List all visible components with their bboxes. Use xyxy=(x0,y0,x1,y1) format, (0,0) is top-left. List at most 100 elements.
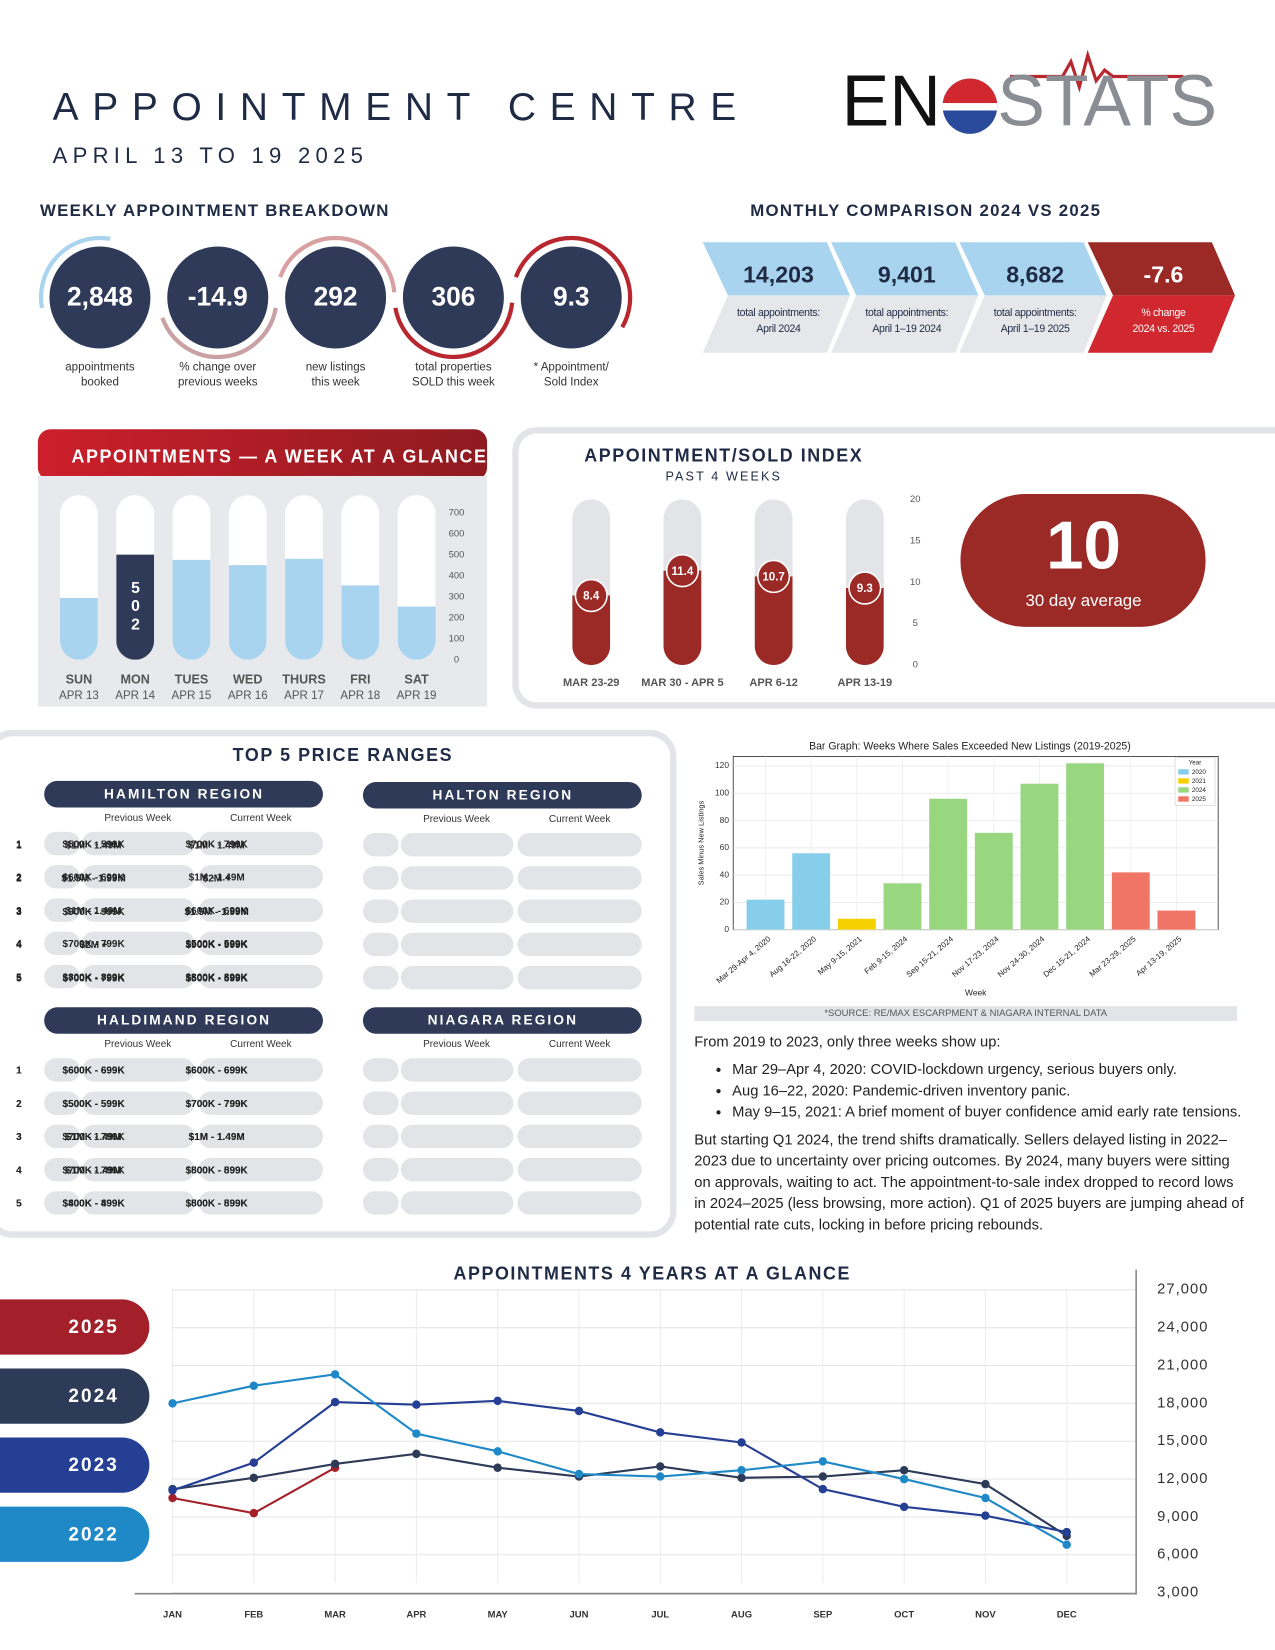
logo-right: STATS xyxy=(997,61,1217,141)
cell-pill xyxy=(517,1191,642,1215)
column-header: Current Week xyxy=(549,1039,611,1050)
y-tick-label: 80 xyxy=(720,815,730,825)
rank: 3 xyxy=(16,906,22,917)
section-title: WEEKLY APPOINTMENT BREAKDOWN xyxy=(40,201,390,220)
x-tick-label: Mar 29-Apr 4, 2020 xyxy=(715,934,773,985)
circle-arc xyxy=(38,235,111,309)
chevron-bottom xyxy=(959,295,1107,353)
bar-value-label: 9.3 xyxy=(857,582,874,595)
x-tick-label: May 9-15, 2021 xyxy=(816,934,864,977)
cell-pill xyxy=(198,898,323,922)
price-range: $600K - 699K xyxy=(186,1066,249,1077)
y-tick-label: 700 xyxy=(449,508,465,519)
x-tick-label: FRI xyxy=(350,672,370,686)
cell-pill xyxy=(362,965,399,990)
series-point xyxy=(493,1447,502,1456)
comparison-label: 2024 vs. 2025 xyxy=(1133,323,1195,335)
y-tick-label: 0 xyxy=(454,654,459,665)
legend-swatch xyxy=(1178,778,1189,784)
cell-pill xyxy=(517,832,642,857)
y-tick-label: 120 xyxy=(715,760,729,770)
legend-pill xyxy=(0,1299,150,1355)
cell-pill xyxy=(198,931,323,956)
x-tick-label: SEP xyxy=(813,1609,833,1620)
region-name: HALDIMAND REGION xyxy=(97,1013,271,1028)
y-axis-label: Sales Minus New Listings xyxy=(697,800,706,885)
series-point xyxy=(412,1429,421,1438)
region-header xyxy=(362,781,642,809)
x-tick-label: Dec 15-21, 2024 xyxy=(1042,934,1093,979)
stat-label: new listings xyxy=(306,361,366,374)
series-point xyxy=(737,1438,746,1447)
chart-title: APPOINTMENTS 4 YEARS AT A GLANCE xyxy=(453,1264,851,1284)
callout xyxy=(960,494,1206,627)
x-tick-label: MON xyxy=(120,672,149,686)
column-header: Previous Week xyxy=(104,813,172,824)
series-point xyxy=(981,1493,990,1503)
rank: 5 xyxy=(16,1199,22,1210)
price-range: $1.5M - 1.99M xyxy=(185,907,249,918)
price-range: $700K - 799K xyxy=(186,839,249,850)
section-title: TOP 5 PRICE RANGES xyxy=(233,745,454,765)
x-tick-label: JUN xyxy=(570,1609,589,1620)
comparison-label: April 2024 xyxy=(756,323,801,335)
series-point xyxy=(818,1457,828,1466)
y-tick-label: 3,000 xyxy=(1157,1584,1199,1600)
price-range: $1M - 1.49M xyxy=(66,1132,122,1143)
x-tick-label: Nov 17-23, 2024 xyxy=(950,934,1001,979)
column-header: Current Week xyxy=(230,813,292,824)
x-tick-label: NOV xyxy=(975,1609,996,1620)
value-badge xyxy=(757,559,791,594)
y-tick-label: 60 xyxy=(720,842,730,852)
value-badge xyxy=(848,571,882,605)
price-range: $1M - 1.49M xyxy=(66,1165,122,1176)
series-point xyxy=(981,1479,990,1489)
notes-paragraph: But starting Q1 2024, the trend shifts d… xyxy=(694,1130,1244,1233)
notes-bullet: Aug 16–22, 2020: Pandemic-driven invento… xyxy=(732,1079,1246,1100)
x-tick-label: THURS xyxy=(282,672,325,686)
legend-label: 2024 xyxy=(1192,787,1206,794)
cell-pill xyxy=(198,1058,323,1082)
cell-pill xyxy=(362,899,399,923)
cell-pill xyxy=(82,1191,195,1215)
series-point xyxy=(656,1428,665,1437)
price-range: $500K - 599K xyxy=(186,1199,249,1210)
x-tick-label: APR 13-19 xyxy=(838,677,893,689)
rank: 1 xyxy=(16,1066,22,1077)
cell-pill xyxy=(517,899,642,923)
y-tick-label: 20 xyxy=(720,897,730,907)
cell-pill xyxy=(362,1058,399,1082)
comparison-value: 8,682 xyxy=(1006,261,1064,287)
series-point xyxy=(249,1458,259,1467)
cell-pill xyxy=(362,932,399,957)
bar xyxy=(397,606,436,660)
cell-pill xyxy=(400,866,514,890)
comparison-label: April 1–19 2024 xyxy=(872,323,941,335)
comparison-value: -7.6 xyxy=(1144,261,1184,287)
x-tick-sublabel: APR 19 xyxy=(397,689,437,702)
circle-arc xyxy=(513,235,633,329)
stat-circle xyxy=(285,246,387,349)
price-range: $800K - 899K xyxy=(63,972,126,983)
rank: 3 xyxy=(16,1132,22,1143)
chevron-top xyxy=(1087,242,1236,296)
cell-pill xyxy=(82,1124,195,1149)
bar xyxy=(1066,763,1105,930)
series-point xyxy=(656,1472,665,1481)
stat-label: booked xyxy=(81,376,119,389)
legend-label: 2021 xyxy=(1192,778,1206,785)
notes-bullet: Mar 29–Apr 4, 2020: COVID-lockdown urgen… xyxy=(732,1058,1246,1079)
y-tick-label: 500 xyxy=(449,550,465,561)
column-header: Current Week xyxy=(549,814,611,825)
comparison-label: total appointments: xyxy=(865,307,948,319)
price-range: $1.5M - 1.99M xyxy=(61,874,125,885)
stat-label: previous weeks xyxy=(178,376,258,389)
x-tick-label: MAR xyxy=(324,1609,346,1620)
cell-pill xyxy=(517,965,642,990)
y-tick-label: 40 xyxy=(720,869,730,879)
stat-label: Sold Index xyxy=(544,376,599,389)
stat-value: 292 xyxy=(314,281,358,311)
series-point xyxy=(1062,1527,1071,1537)
series-point xyxy=(168,1486,177,1495)
price-range: $700K - 799K xyxy=(63,1165,126,1176)
